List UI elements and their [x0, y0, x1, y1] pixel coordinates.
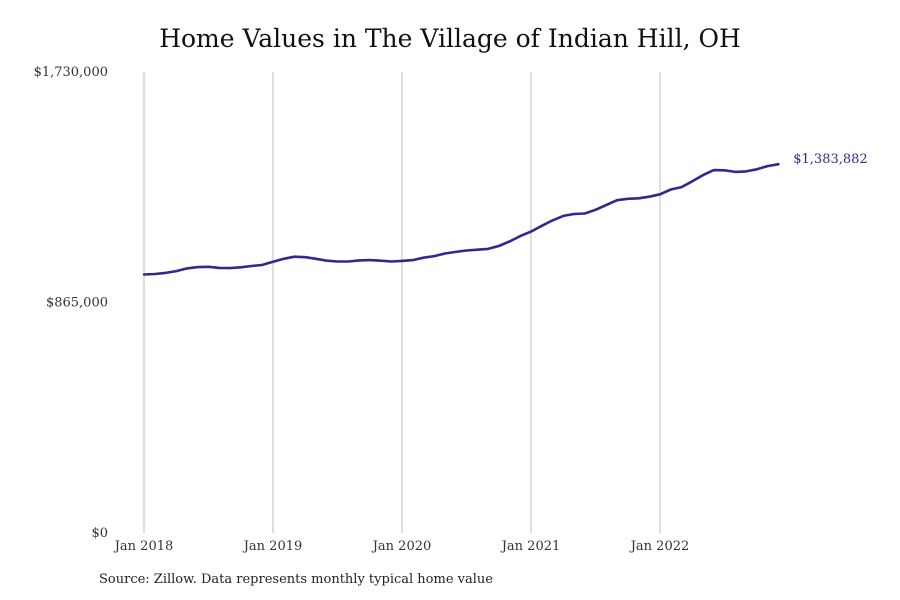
x-tick-label: Jan 2018 [113, 539, 174, 554]
source-note: Source: Zillow. Data represents monthly … [99, 572, 493, 587]
x-tick-label: Jan 2021 [500, 539, 561, 554]
x-tick-label: Jan 2022 [629, 539, 690, 554]
chart-title: Home Values in The Village of Indian Hil… [159, 24, 741, 53]
x-tick-label: Jan 2020 [371, 539, 432, 554]
y-tick-label: $1,730,000 [34, 65, 108, 80]
end-value-label: $1,383,882 [793, 152, 867, 167]
x-tick-label: Jan 2019 [242, 539, 303, 554]
home-value-line [142, 162, 780, 276]
y-axis-ticks: $0 $865,000 $1,730,000 [34, 65, 108, 541]
x-axis-ticks: Jan 2018 Jan 2019 Jan 2020 Jan 2021 Jan 2022 [113, 539, 690, 554]
y-tick-label: $0 [91, 526, 108, 541]
y-tick-label: $865,000 [46, 296, 108, 311]
gridlines [143, 72, 661, 533]
